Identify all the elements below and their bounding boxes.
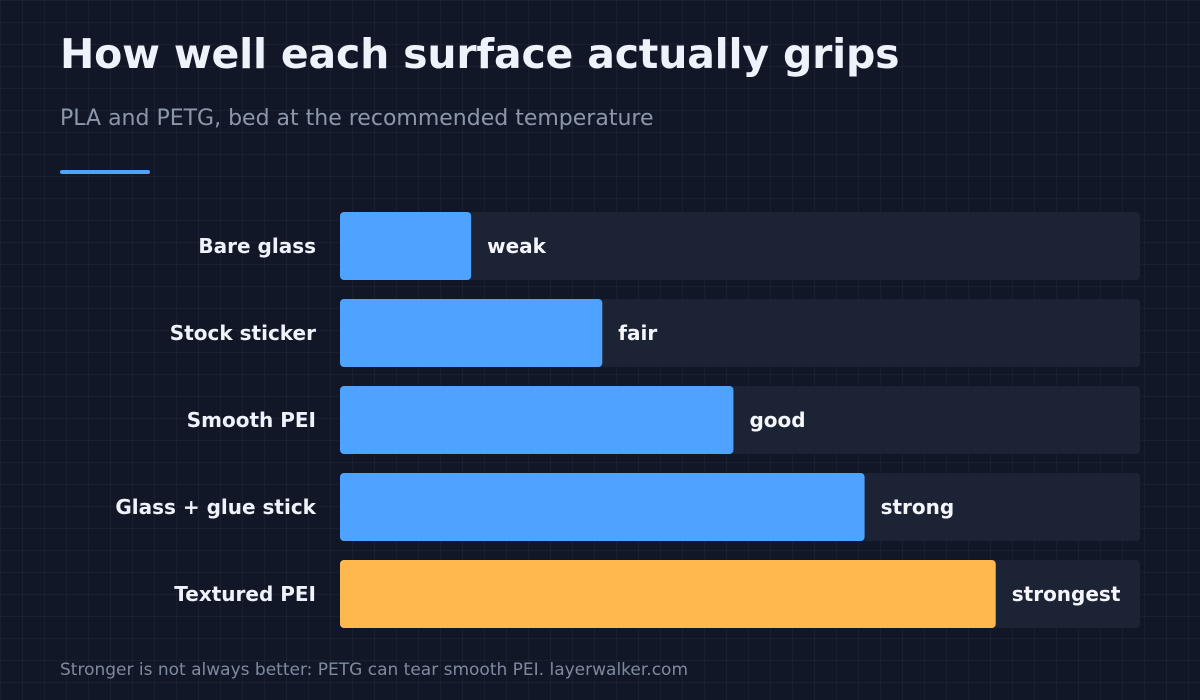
value-label: strongest [1012,582,1121,606]
category-label: Smooth PEI [187,408,316,432]
value-label: weak [487,234,547,258]
bar [340,560,996,628]
bar [340,473,865,541]
category-label: Stock sticker [170,321,316,345]
value-label: strong [881,495,955,519]
category-label: Glass + glue stick [115,495,316,519]
accent-rule [60,170,150,174]
bar [340,386,734,454]
bar [340,212,472,280]
category-label: Bare glass [198,234,316,258]
chart-subtitle: PLA and PETG, bed at the recommended tem… [60,106,654,131]
category-label: Textured PEI [174,582,316,606]
footnote: Stronger is not always better: PETG can … [60,660,689,680]
chart-title: How well each surface actually grips [60,30,900,78]
bar-track [340,212,1140,280]
value-label: good [749,408,805,432]
bar [340,299,603,367]
value-label: fair [618,321,657,345]
